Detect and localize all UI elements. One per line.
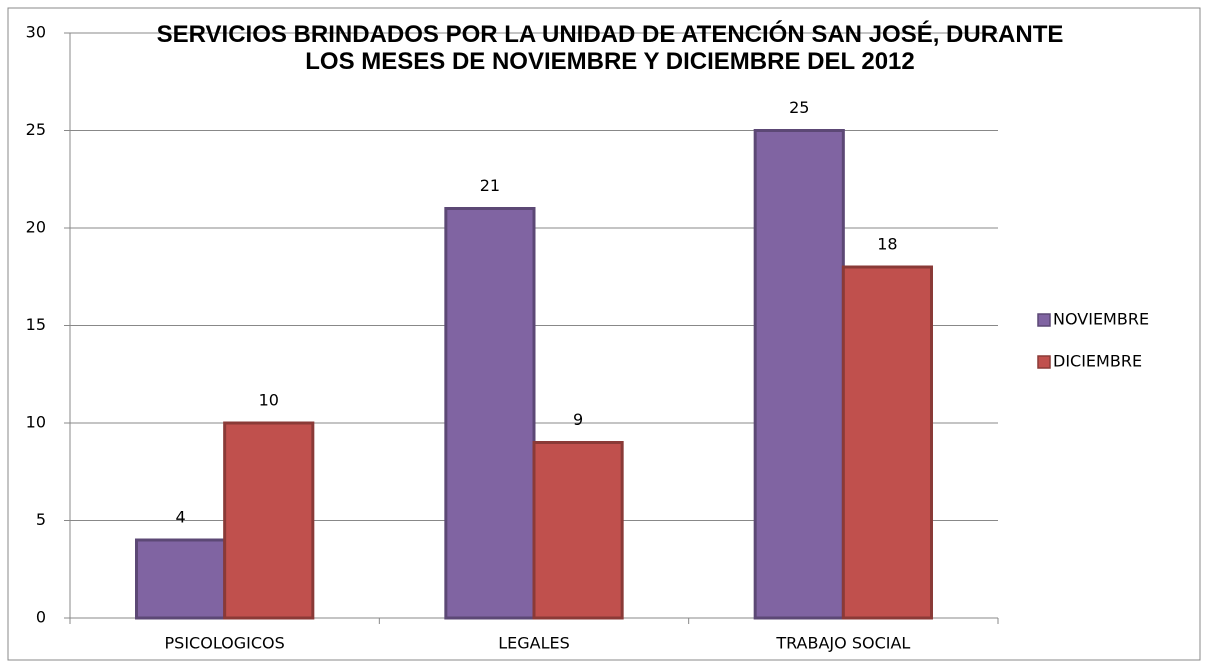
- data-label: 21: [480, 176, 500, 195]
- y-tick-label: 25: [26, 120, 46, 139]
- legend-swatch: [1037, 313, 1051, 327]
- legend-label: NOVIEMBRE: [1053, 310, 1149, 329]
- bar: [444, 207, 536, 620]
- bar: [841, 265, 933, 620]
- chart-title: SERVICIOS BRINDADOS POR LA UNIDAD DE ATE…: [156, 21, 1064, 75]
- legend-swatch: [1037, 355, 1051, 369]
- bar: [753, 129, 845, 620]
- chart-border: [7, 7, 1201, 661]
- y-tick-label: 30: [26, 23, 46, 42]
- x-tick-label: LEGALES: [498, 634, 570, 653]
- data-label: 18: [877, 235, 897, 254]
- y-tick-label: 15: [26, 315, 46, 334]
- data-label: 25: [789, 98, 809, 117]
- x-tick-label: PSICOLOGICOS: [165, 634, 285, 653]
- y-tick-label: 10: [26, 413, 46, 432]
- y-tick-label: 20: [26, 218, 46, 237]
- bar: [532, 441, 624, 620]
- bar: [135, 538, 227, 620]
- bar: [223, 421, 315, 620]
- data-label: 4: [175, 508, 185, 527]
- data-label: 10: [259, 391, 279, 410]
- y-tick-label: 0: [36, 608, 46, 627]
- legend-label: DICIEMBRE: [1053, 352, 1142, 371]
- y-tick-label: 5: [36, 510, 46, 529]
- data-label: 9: [573, 410, 583, 429]
- x-tick-label: TRABAJO SOCIAL: [775, 634, 910, 653]
